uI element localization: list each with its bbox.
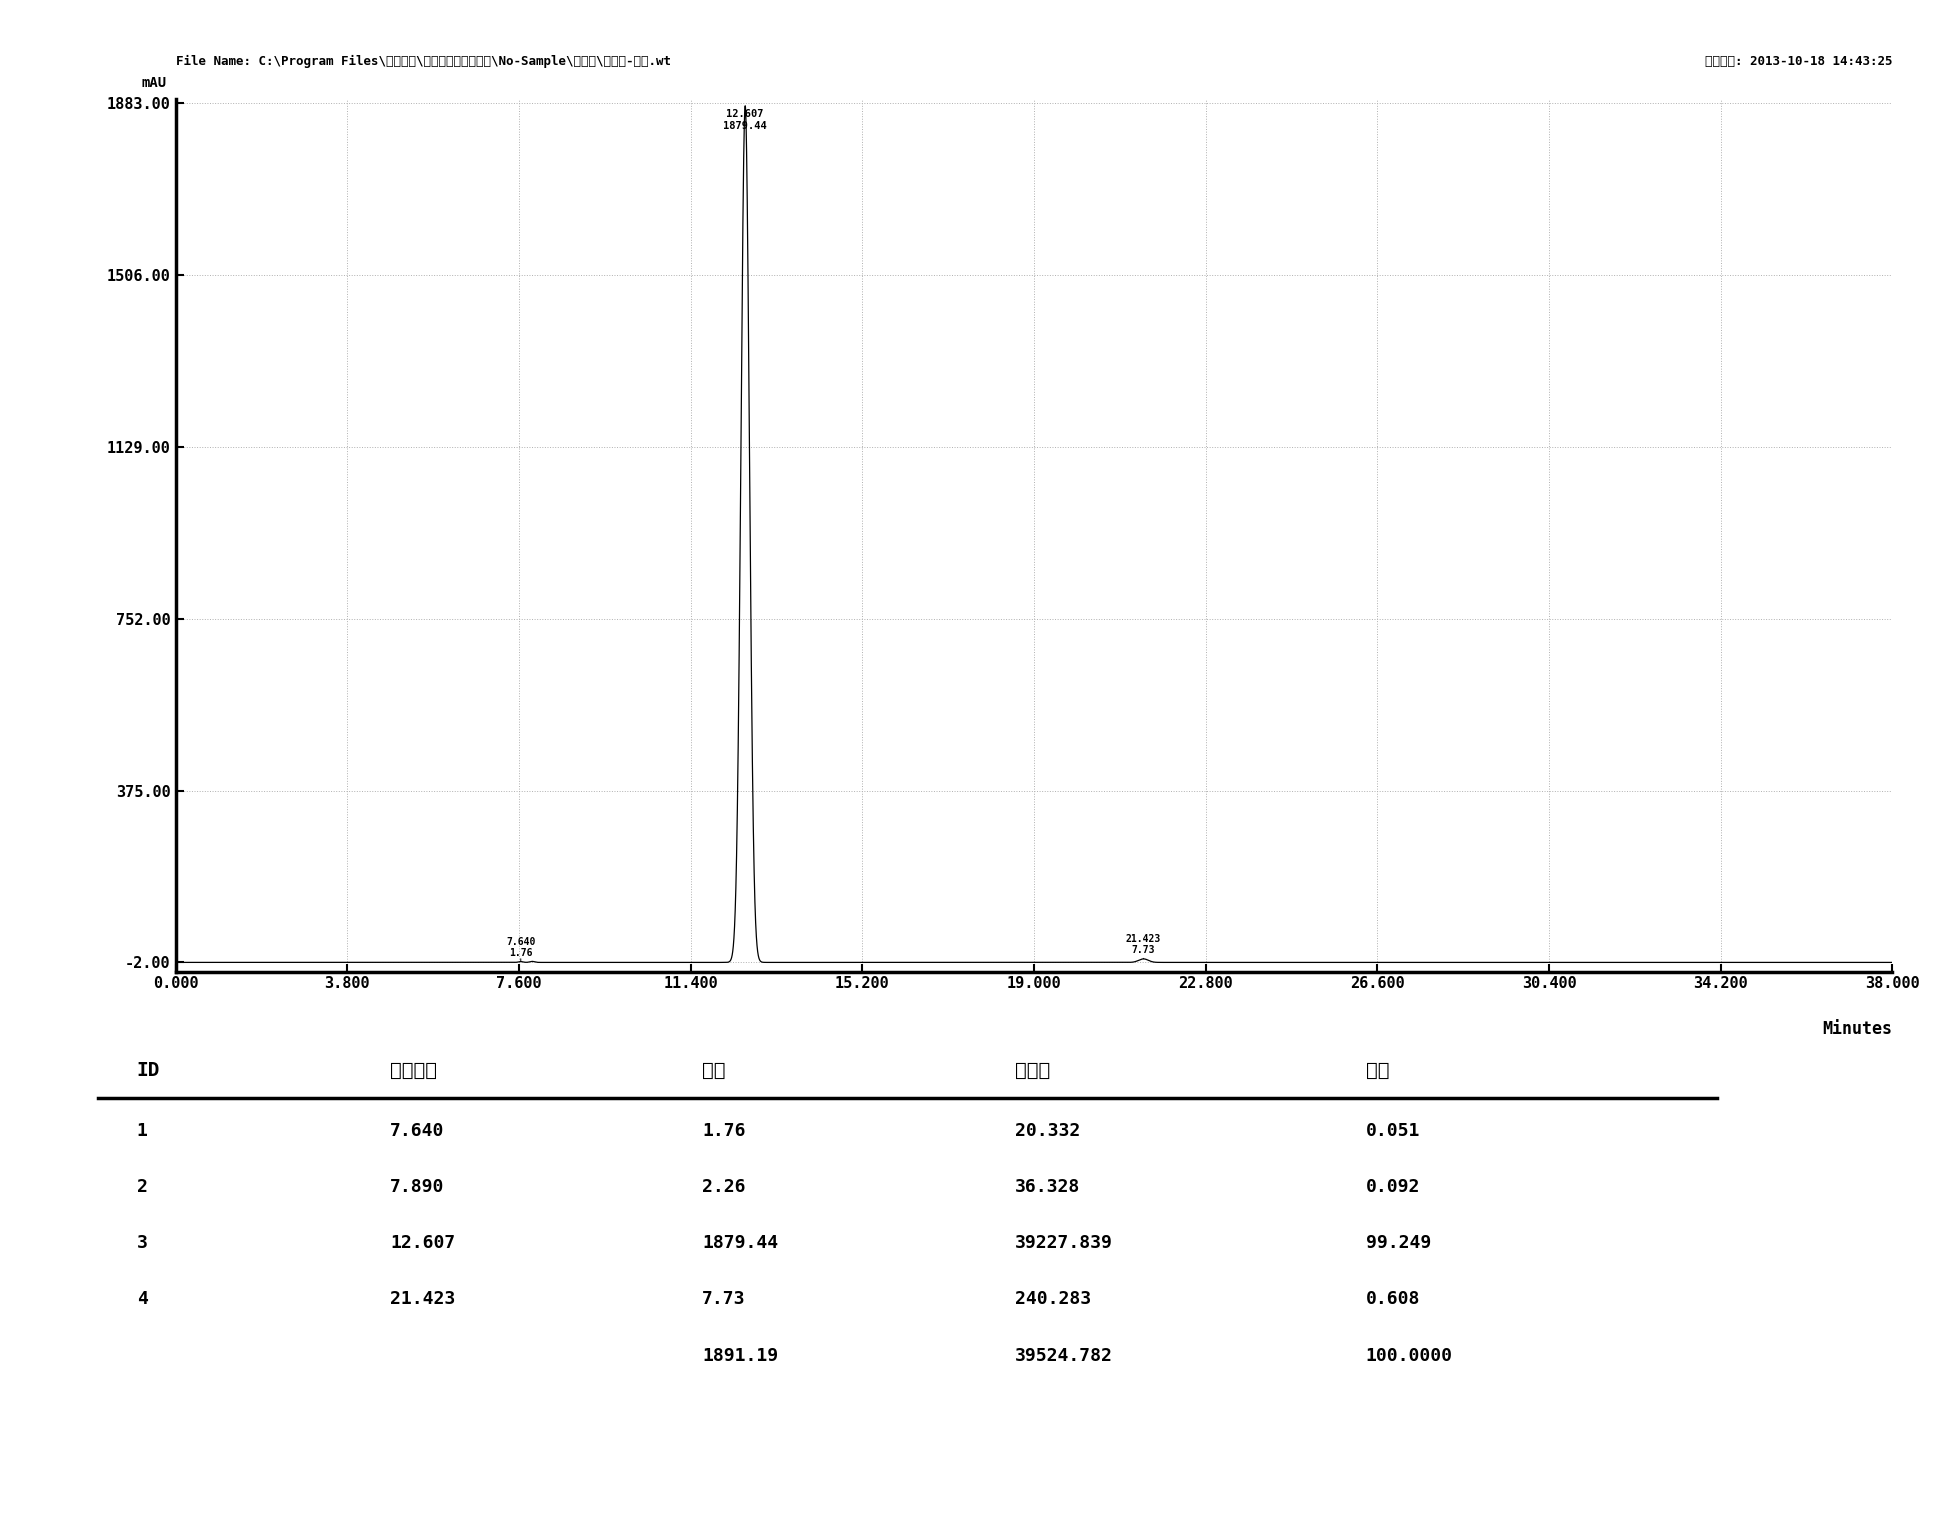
Text: 39524.782: 39524.782 <box>1015 1346 1112 1365</box>
Text: 7.890: 7.890 <box>390 1178 445 1196</box>
Text: 12.607: 12.607 <box>390 1234 455 1252</box>
Text: 1: 1 <box>137 1122 148 1140</box>
Text: File Name: C:\Program Files\上高佐丰\佐丰液相色谱工作站\No-Sample\马党特\鹿茸素-自飘.wt: File Name: C:\Program Files\上高佐丰\佐丰液相色谱工… <box>176 55 671 68</box>
Text: 保留时间: 保留时间 <box>390 1061 437 1079</box>
Text: mAU: mAU <box>142 76 168 90</box>
Text: 7.73: 7.73 <box>702 1290 745 1309</box>
Text: 浓度: 浓度 <box>1366 1061 1389 1079</box>
Text: 峰高: 峰高 <box>702 1061 726 1079</box>
Text: 1891.19: 1891.19 <box>702 1346 778 1365</box>
Text: 39227.839: 39227.839 <box>1015 1234 1112 1252</box>
Text: 0.051: 0.051 <box>1366 1122 1420 1140</box>
Text: 2: 2 <box>137 1178 148 1196</box>
Text: 36.328: 36.328 <box>1015 1178 1079 1196</box>
Text: 采样时间: 2013-10-18 14:43:25: 采样时间: 2013-10-18 14:43:25 <box>1705 55 1892 68</box>
Text: 2.26: 2.26 <box>702 1178 745 1196</box>
Text: 7.640: 7.640 <box>390 1122 445 1140</box>
Text: 1.76: 1.76 <box>702 1122 745 1140</box>
Text: 0.608: 0.608 <box>1366 1290 1420 1309</box>
Text: 12.607
1879.44: 12.607 1879.44 <box>724 109 767 131</box>
Text: 21.423
7.73: 21.423 7.73 <box>1126 934 1161 955</box>
Text: 峰面积: 峰面积 <box>1015 1061 1050 1079</box>
Text: 99.249: 99.249 <box>1366 1234 1430 1252</box>
Text: 4: 4 <box>137 1290 148 1309</box>
Text: 240.283: 240.283 <box>1015 1290 1091 1309</box>
Text: 0.092: 0.092 <box>1366 1178 1420 1196</box>
Text: Minutes: Minutes <box>1822 1020 1892 1037</box>
Text: 20.332: 20.332 <box>1015 1122 1079 1140</box>
Text: 21.423: 21.423 <box>390 1290 455 1309</box>
Text: 1879.44: 1879.44 <box>702 1234 778 1252</box>
Text: 100.0000: 100.0000 <box>1366 1346 1453 1365</box>
Text: 3: 3 <box>137 1234 148 1252</box>
Text: 7.640
1.76: 7.640 1.76 <box>505 937 535 958</box>
Text: ID: ID <box>137 1061 160 1079</box>
